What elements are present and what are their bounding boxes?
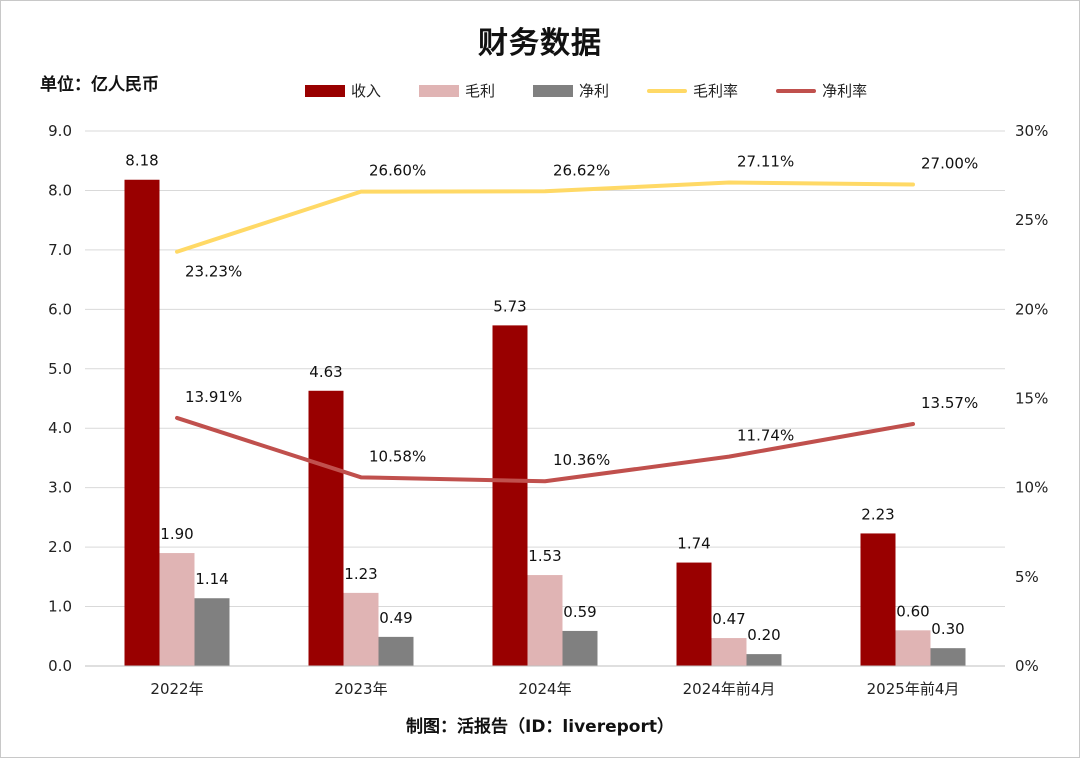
legend-label-gross-margin: 毛利率: [693, 82, 739, 100]
data-label-net-profit: 0.59: [563, 603, 596, 621]
bar-revenue: [676, 562, 712, 666]
y2-tick-label: 20%: [1015, 300, 1048, 318]
legend-label-net-profit: 净利: [579, 82, 610, 100]
legend-swatch-revenue: [305, 84, 345, 97]
data-label-revenue: 8.18: [125, 152, 158, 170]
data-label-net-margin: 11.74%: [737, 427, 794, 445]
legend-swatch-gross-profit: [419, 84, 460, 97]
data-label-gross-profit: 0.47: [712, 610, 745, 628]
y2-tick-label: 10%: [1015, 479, 1048, 497]
data-label-net-margin: 13.91%: [185, 388, 242, 406]
x-tick-label: 2024年前4月: [683, 680, 776, 698]
data-label-gross-margin: 27.00%: [921, 155, 978, 173]
bar-layer: [124, 179, 966, 666]
bar-revenue: [860, 533, 896, 666]
y-tick-label: 8.0: [48, 181, 72, 199]
data-label-net-profit: 0.49: [379, 609, 412, 627]
legend-swatch-net-margin: [776, 88, 817, 93]
data-label-revenue: 4.63: [309, 363, 342, 381]
y-tick-label: 0.0: [48, 657, 72, 675]
y-axis-left: 0.0 1.0 2.0 3.0 4.0 5.0 6.0 7.0 8.0 9.0: [48, 122, 72, 675]
data-label-gross-profit: 1.90: [160, 525, 193, 543]
line-gross-margin: [175, 180, 915, 254]
x-tick-label: 2025年前4月: [867, 680, 960, 698]
x-tick-label: 2023年: [334, 680, 387, 698]
legend-label-revenue: 收入: [351, 82, 382, 100]
line-layer: [175, 180, 915, 484]
data-label-net-margin: 10.36%: [553, 451, 610, 469]
legend-item-net-profit: 净利: [533, 80, 609, 101]
bar-net-profit: [194, 598, 230, 666]
line-net-margin: [175, 415, 915, 484]
bar-net-profit: [562, 630, 598, 666]
y2-tick-label: 30%: [1015, 122, 1048, 140]
y2-tick-label: 5%: [1015, 568, 1039, 586]
y-tick-label: 1.0: [48, 598, 72, 616]
data-label-net-margin: 13.57%: [921, 394, 978, 412]
data-label-gross-profit: 1.23: [344, 565, 377, 583]
legend-swatch-gross-margin: [647, 88, 688, 93]
data-label-revenue: 2.23: [861, 505, 894, 523]
bar-gross-profit: [895, 630, 931, 666]
y2-tick-label: 0%: [1015, 657, 1039, 675]
data-label-net-margin: 10.58%: [369, 447, 426, 465]
data-label-gross-margin: 27.11%: [737, 153, 794, 171]
legend-item-gross-margin: 毛利率: [647, 80, 738, 101]
unit-label: 单位：亿人民币: [40, 75, 159, 95]
chart-title: 财务数据: [478, 26, 602, 61]
legend: 收入 毛利 净利 毛利率 净利率: [305, 80, 867, 101]
legend-item-gross-profit: 毛利: [419, 80, 495, 101]
y-tick-label: 4.0: [48, 419, 72, 437]
x-axis: 2022年 2023年 2024年 2024年前4月 2025年前4月: [85, 665, 1005, 698]
bar-gross-profit: [159, 553, 195, 666]
bar-net-profit: [378, 636, 414, 666]
bar-gross-profit: [343, 592, 379, 666]
data-label-gross-margin: 23.23%: [185, 263, 242, 281]
data-label-net-profit: 1.14: [195, 570, 228, 588]
bar-revenue: [308, 390, 344, 666]
data-label-net-profit: 0.20: [747, 626, 780, 644]
x-tick-label: 2024年: [518, 680, 571, 698]
legend-item-net-margin: 净利率: [776, 80, 867, 101]
legend-label-gross-profit: 毛利: [465, 82, 496, 100]
y-tick-label: 3.0: [48, 479, 72, 497]
data-label-revenue: 1.74: [677, 535, 710, 553]
bar-revenue: [124, 179, 160, 666]
y-tick-label: 6.0: [48, 300, 72, 318]
source-credit: 制图：活报告（ID：livereport）: [406, 717, 674, 737]
y-tick-label: 5.0: [48, 360, 72, 378]
data-label-gross-profit: 1.53: [528, 547, 561, 565]
y-tick-label: 2.0: [48, 538, 72, 556]
bar-gross-profit: [711, 638, 747, 666]
data-label-gross-margin: 26.62%: [553, 161, 610, 179]
y2-tick-label: 25%: [1015, 211, 1048, 229]
bar-gross-profit: [527, 575, 563, 666]
legend-label-net-margin: 净利率: [822, 82, 868, 100]
bar-net-profit: [930, 648, 966, 666]
x-tick-label: 2022年: [150, 680, 203, 698]
y-tick-label: 9.0: [48, 122, 72, 140]
legend-swatch-net-profit: [533, 84, 574, 97]
data-label-layer: 8.18 4.63 5.73 1.74 2.23 1.90 1.23 1.53 0.47 0.60…: [125, 152, 978, 644]
data-label-revenue: 5.73: [493, 297, 526, 315]
data-label-gross-margin: 26.60%: [369, 162, 426, 180]
bar-revenue: [492, 325, 528, 666]
y-axis-right: 0% 5% 10% 15% 20% 25% 30%: [1015, 122, 1048, 675]
y-tick-label: 7.0: [48, 241, 72, 259]
y2-tick-label: 15%: [1015, 390, 1048, 408]
bar-net-profit: [746, 654, 782, 666]
data-label-gross-profit: 0.60: [896, 602, 929, 620]
data-label-net-profit: 0.30: [931, 620, 964, 638]
legend-item-revenue: 收入: [305, 80, 381, 101]
